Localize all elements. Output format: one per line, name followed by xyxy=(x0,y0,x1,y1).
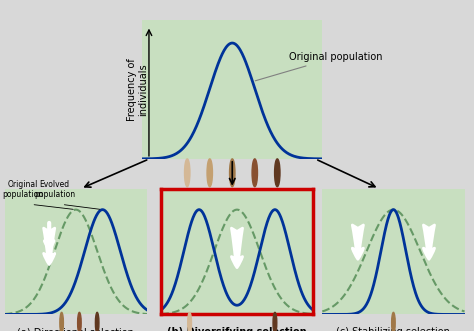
Circle shape xyxy=(188,312,191,331)
Circle shape xyxy=(95,312,99,331)
Circle shape xyxy=(184,159,190,187)
Circle shape xyxy=(392,312,395,331)
Text: Frequency of
individuals: Frequency of individuals xyxy=(127,58,148,121)
Text: (c) Stabilizing selection: (c) Stabilizing selection xyxy=(337,327,450,331)
Circle shape xyxy=(252,159,257,187)
Text: Phenotypes (fur color): Phenotypes (fur color) xyxy=(178,188,287,198)
Text: Original
population: Original population xyxy=(2,180,43,199)
Circle shape xyxy=(273,312,277,331)
Circle shape xyxy=(207,159,212,187)
Text: (a) Directional selection: (a) Directional selection xyxy=(18,327,134,331)
Circle shape xyxy=(274,159,280,187)
Circle shape xyxy=(229,159,235,187)
Circle shape xyxy=(60,312,64,331)
Text: Evolved
population: Evolved population xyxy=(34,180,75,199)
Circle shape xyxy=(78,312,81,331)
Text: (b) Diversifying selection: (b) Diversifying selection xyxy=(167,327,307,331)
Text: Original population: Original population xyxy=(255,52,382,81)
